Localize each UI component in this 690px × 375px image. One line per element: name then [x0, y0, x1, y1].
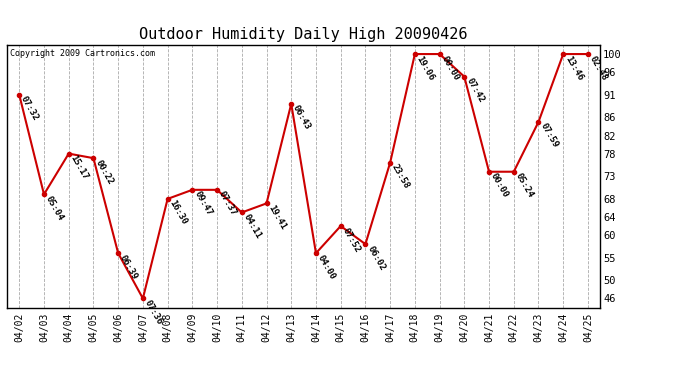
Text: 06:43: 06:43: [291, 104, 313, 132]
Text: 06:39: 06:39: [118, 253, 139, 281]
Text: 00:22: 00:22: [93, 158, 115, 186]
Text: 06:02: 06:02: [366, 244, 386, 272]
Text: 23:58: 23:58: [390, 163, 411, 190]
Text: 00:00: 00:00: [489, 172, 511, 200]
Text: 07:52: 07:52: [341, 226, 362, 254]
Text: 05:24: 05:24: [514, 172, 535, 200]
Text: 05:04: 05:04: [44, 194, 66, 222]
Text: 07:36: 07:36: [143, 298, 164, 326]
Text: 19:06: 19:06: [415, 54, 436, 82]
Text: 13:46: 13:46: [563, 54, 584, 82]
Text: 07:37: 07:37: [217, 190, 238, 217]
Text: 15:17: 15:17: [69, 154, 90, 182]
Text: 07:32: 07:32: [19, 95, 41, 123]
Text: 07:59: 07:59: [538, 122, 560, 150]
Text: Copyright 2009 Cartronics.com: Copyright 2009 Cartronics.com: [10, 49, 155, 58]
Text: 09:47: 09:47: [193, 190, 214, 217]
Text: 04:11: 04:11: [241, 213, 263, 240]
Text: 00:00: 00:00: [440, 54, 461, 82]
Text: 04:00: 04:00: [316, 253, 337, 281]
Title: Outdoor Humidity Daily High 20090426: Outdoor Humidity Daily High 20090426: [139, 27, 468, 42]
Text: 07:42: 07:42: [464, 76, 486, 105]
Text: 02:48: 02:48: [588, 54, 609, 82]
Text: 19:41: 19:41: [266, 203, 288, 231]
Text: 16:30: 16:30: [168, 199, 189, 226]
